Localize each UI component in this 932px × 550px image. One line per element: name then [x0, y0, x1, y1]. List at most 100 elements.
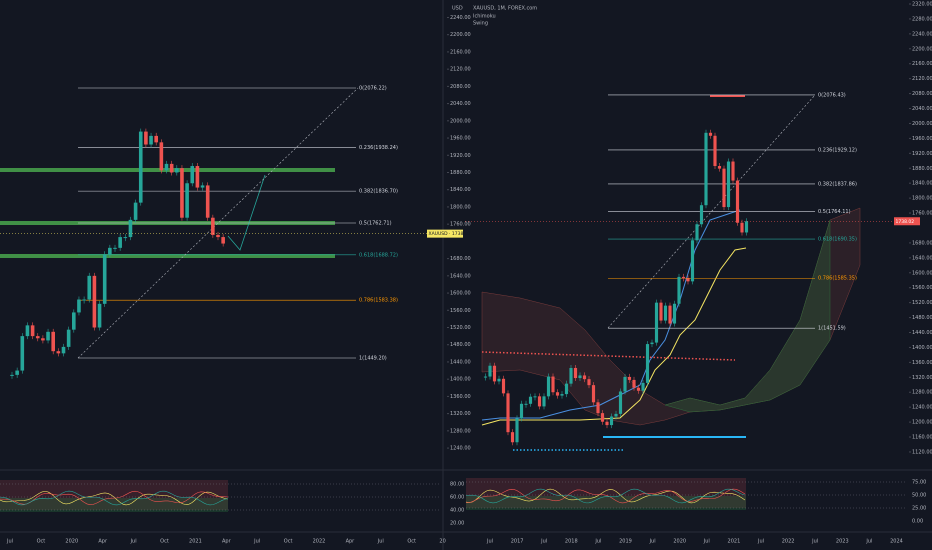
- candle: [650, 342, 654, 345]
- candle: [533, 396, 537, 398]
- candle: [87, 275, 92, 300]
- fib-label: 0.236(1929.12): [818, 147, 857, 153]
- ichimoku-cloud: [664, 219, 831, 413]
- y-tick-label: 1760.00: [912, 211, 932, 217]
- candle: [708, 132, 713, 136]
- y-tick-label: 1480.00: [912, 315, 932, 321]
- candle: [555, 392, 560, 396]
- candle: [578, 375, 582, 379]
- x-tick-label: 2018: [565, 539, 578, 545]
- y-tick-label: 2320.00: [912, 2, 932, 8]
- y-tick-label: 1800.00: [912, 196, 932, 202]
- candle: [645, 344, 650, 383]
- candle: [118, 237, 122, 248]
- candle: [154, 135, 159, 143]
- y-tick-label: 1440.00: [912, 330, 932, 336]
- candle: [205, 185, 210, 218]
- x-tick-label: 2021: [189, 539, 202, 545]
- candle: [699, 205, 704, 225]
- candle: [506, 393, 510, 433]
- candle: [138, 131, 143, 203]
- candle: [636, 387, 641, 391]
- candle: [542, 396, 546, 407]
- y-tick-label: 1400.00: [450, 377, 471, 383]
- y-tick-label: 2040.00: [912, 106, 932, 112]
- candle: [10, 374, 14, 376]
- y-tick-label: 1760.00: [450, 222, 471, 228]
- y-tick-label: 2240.00: [450, 15, 471, 21]
- price-tag-label: XAUUSD · 1738.02: [429, 231, 471, 237]
- candle: [149, 135, 153, 145]
- x-tick-label: 2022: [782, 539, 795, 545]
- x-tick-label: 2020: [673, 539, 686, 545]
- candle: [492, 365, 497, 382]
- rsi-tick-label: 25.00: [912, 506, 926, 512]
- x-tick-label: 2024: [890, 539, 903, 545]
- candle: [97, 303, 102, 328]
- x-tick-label: Jul: [6, 539, 13, 545]
- candle: [609, 416, 614, 426]
- candle: [654, 302, 659, 343]
- price-tag: [894, 217, 920, 226]
- candle: [519, 403, 524, 419]
- y-tick-label: 2080.00: [450, 84, 471, 90]
- candle: [169, 163, 174, 173]
- y-tick-label: 2120.00: [912, 76, 932, 82]
- fib-label: 0.236(1938.24): [359, 145, 398, 151]
- candle: [695, 224, 699, 241]
- candle: [614, 413, 618, 417]
- candle: [632, 379, 636, 388]
- candle: [735, 180, 740, 223]
- swing-line: [481, 351, 736, 361]
- candle: [618, 391, 623, 414]
- fib-trend: [77, 87, 359, 359]
- x-tick-label: Oct: [160, 539, 169, 545]
- candle: [195, 166, 200, 188]
- candle: [483, 376, 488, 378]
- candle: [605, 421, 609, 426]
- candle: [35, 336, 40, 339]
- candle: [713, 135, 717, 167]
- y-tick-label: 1240.00: [912, 405, 932, 411]
- price-tag: [427, 229, 463, 238]
- candle: [180, 168, 184, 218]
- candle: [668, 305, 672, 324]
- x-tick-label: Jul: [486, 539, 493, 545]
- rsi-tick-label: 40.00: [450, 508, 464, 514]
- fib-label: 1(1451.59): [818, 326, 846, 332]
- currency: USD: [452, 6, 463, 12]
- candle: [108, 247, 112, 255]
- candle: [744, 221, 749, 233]
- candle: [537, 396, 542, 407]
- candle: [573, 367, 578, 379]
- y-tick-label: 1960.00: [912, 136, 932, 142]
- y-tick-label: 2280.00: [912, 16, 932, 22]
- candle: [61, 346, 66, 354]
- candle: [211, 217, 215, 235]
- candle: [51, 331, 56, 352]
- y-tick-label: 1320.00: [912, 375, 932, 381]
- candle: [20, 336, 25, 371]
- candle: [128, 219, 133, 238]
- rsi-tick-label: 20.00: [450, 521, 464, 527]
- y-tick-label: 2200.00: [912, 46, 932, 52]
- x-tick-label: 2020: [65, 539, 78, 545]
- y-tick-label: 1880.00: [450, 170, 471, 176]
- rsi-tick-label: 60.00: [450, 495, 464, 501]
- candle: [560, 394, 564, 396]
- candle: [488, 365, 492, 377]
- x-tick-label: Apr: [98, 539, 108, 545]
- x-tick-label: Jul: [865, 539, 872, 545]
- y-tick-label: 1360.00: [912, 360, 932, 366]
- y-tick-label: 1400.00: [912, 345, 932, 351]
- y-tick-label: 2000.00: [450, 118, 471, 124]
- indicator: Ichimoku: [473, 14, 496, 20]
- y-tick-label: 2000.00: [912, 121, 932, 127]
- candle: [726, 161, 731, 208]
- candle: [704, 132, 708, 206]
- candle: [596, 402, 600, 414]
- candle: [46, 331, 50, 341]
- rsi-line: [465, 488, 746, 504]
- x-tick-label: Jul: [377, 539, 384, 545]
- candle: [216, 234, 220, 238]
